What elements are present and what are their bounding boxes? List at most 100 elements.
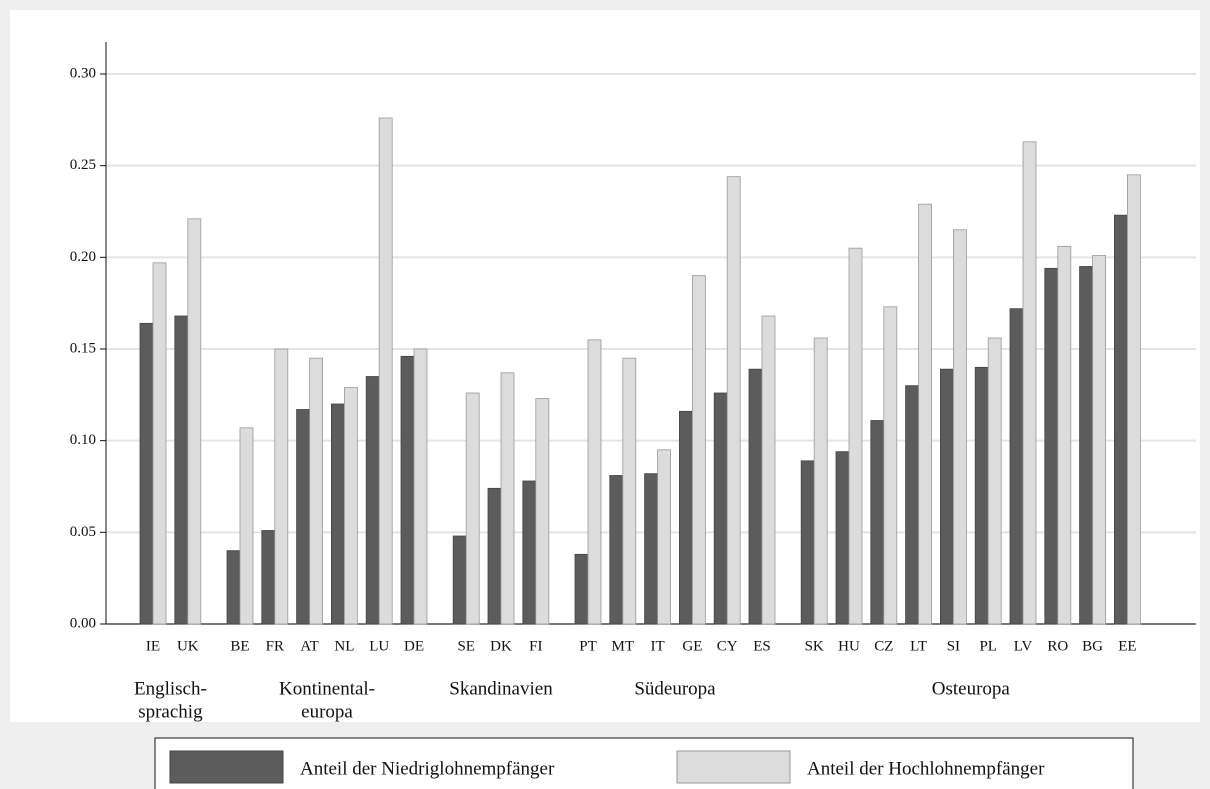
bar <box>139 322 154 625</box>
bar <box>330 403 345 625</box>
bar <box>761 315 776 625</box>
y-tick-label: 0.30 <box>70 65 96 81</box>
bar <box>883 306 898 625</box>
plot-background <box>10 10 1200 722</box>
bar <box>261 530 276 625</box>
bar <box>1079 266 1093 625</box>
bar <box>309 357 324 625</box>
x-tick-label: LT <box>910 638 927 654</box>
bar <box>679 410 693 625</box>
bar <box>622 357 637 625</box>
bar <box>274 348 289 625</box>
bar <box>500 372 515 625</box>
group-label: europa <box>301 701 353 722</box>
bar <box>574 553 589 625</box>
legend-swatch <box>169 750 284 784</box>
group-label: Englisch- <box>134 678 207 699</box>
bar <box>1127 174 1141 625</box>
x-tick-label: HU <box>838 638 860 654</box>
x-tick-label: CY <box>717 638 738 654</box>
bar <box>465 392 480 625</box>
x-tick-label: FI <box>529 638 542 654</box>
group-label: sprachig <box>138 701 203 722</box>
bar <box>522 480 537 625</box>
x-tick-label: BG <box>1082 638 1103 654</box>
x-tick-label: SI <box>947 638 960 654</box>
x-tick-label: UK <box>177 638 199 654</box>
y-tick-label: 0.25 <box>70 157 96 173</box>
group-label: Skandinavien <box>449 678 553 699</box>
legend-box <box>154 737 1134 789</box>
bar <box>239 427 254 625</box>
x-tick-label: SK <box>805 638 824 654</box>
x-tick-label: AT <box>300 638 318 654</box>
bar <box>870 420 885 625</box>
bar <box>835 451 850 625</box>
y-tick-label: 0.10 <box>70 432 96 448</box>
bar <box>452 535 467 625</box>
legend-label: Anteil der Hochlohnempfänger <box>807 758 1045 779</box>
bar <box>1092 255 1106 625</box>
y-tick-label: 0.05 <box>70 524 96 540</box>
bar <box>987 337 1002 625</box>
bar <box>713 392 728 625</box>
bar <box>226 550 241 625</box>
x-tick-label: BE <box>230 638 249 654</box>
legend-swatch <box>676 750 791 784</box>
bar <box>152 262 167 625</box>
bar <box>726 176 741 625</box>
bar <box>400 355 415 625</box>
x-tick-label: LV <box>1014 638 1033 654</box>
x-tick-label: PT <box>579 638 597 654</box>
bar <box>1044 267 1059 625</box>
bar <box>848 247 863 625</box>
bar <box>535 398 550 625</box>
bar <box>813 337 828 625</box>
x-tick-label: LU <box>369 638 389 654</box>
bar <box>748 368 763 625</box>
bar <box>296 409 311 625</box>
y-tick-label: 0.15 <box>70 340 96 356</box>
bar <box>378 117 393 625</box>
x-tick-label: SE <box>457 638 475 654</box>
bar <box>657 449 671 625</box>
bar <box>1022 141 1037 625</box>
x-tick-label: RO <box>1047 638 1068 654</box>
x-tick-label: MT <box>612 638 635 654</box>
x-tick-label: ES <box>753 638 771 654</box>
bar <box>413 348 428 625</box>
bar <box>365 376 380 625</box>
legend-label: Anteil der Niedriglohnempfänger <box>300 758 555 779</box>
bar <box>187 218 202 625</box>
x-tick-label: IT <box>651 638 665 654</box>
bar <box>587 339 602 625</box>
x-tick-label: NL <box>334 638 354 654</box>
x-tick-label: PL <box>979 638 997 654</box>
bar <box>487 487 502 625</box>
bar <box>918 203 932 625</box>
x-tick-label: FR <box>266 638 284 654</box>
bar <box>974 366 989 625</box>
bar <box>174 315 189 625</box>
x-tick-label: DK <box>490 638 512 654</box>
bar <box>1009 308 1024 625</box>
bar <box>1057 245 1072 625</box>
group-label: Kontinental- <box>279 678 375 699</box>
y-tick-label: 0.00 <box>70 615 96 631</box>
bar <box>905 385 919 625</box>
bar <box>940 368 954 625</box>
bar <box>644 473 658 625</box>
bar <box>609 475 624 625</box>
group-label: Südeuropa <box>634 678 716 699</box>
bar <box>692 275 706 625</box>
y-tick-label: 0.20 <box>70 249 96 265</box>
bar <box>1114 214 1128 625</box>
x-tick-label: GE <box>682 638 702 654</box>
x-tick-label: CZ <box>874 638 893 654</box>
group-label: Osteuropa <box>932 678 1011 699</box>
x-tick-label: IE <box>146 638 160 654</box>
bar <box>953 229 967 625</box>
x-tick-label: DE <box>404 638 424 654</box>
